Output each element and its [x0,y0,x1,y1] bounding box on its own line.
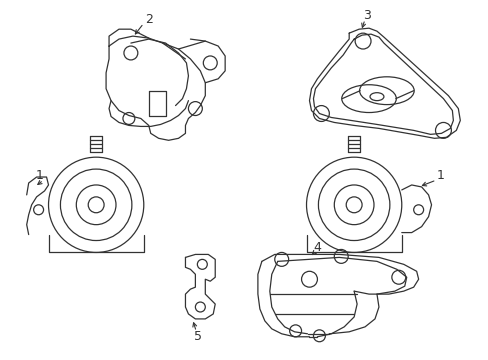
Text: 1: 1 [436,168,444,181]
Text: 5: 5 [194,330,202,343]
Text: 4: 4 [313,241,321,254]
Text: 1: 1 [36,168,43,181]
Text: 2: 2 [144,13,152,26]
Text: 3: 3 [363,9,370,22]
